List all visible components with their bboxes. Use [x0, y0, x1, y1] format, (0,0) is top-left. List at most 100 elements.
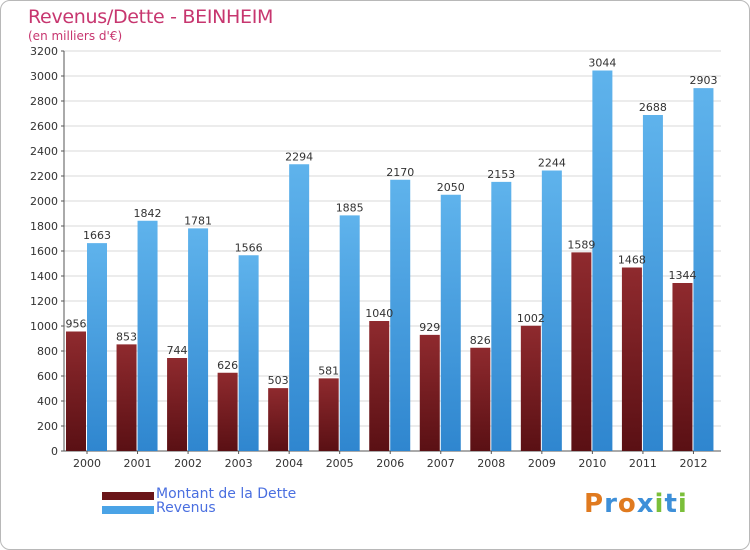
proxiti-logo: Proxiti: [584, 489, 688, 519]
y-tick-label: 200: [37, 420, 58, 433]
legend-swatch-revenus: [102, 506, 154, 514]
y-tick-label: 1200: [30, 295, 58, 308]
logo-letter: r: [604, 489, 618, 519]
data-label-dette: 1589: [567, 238, 595, 251]
x-tick-label: 2005: [326, 457, 354, 470]
data-label-revenus: 2050: [437, 181, 465, 194]
bars: [66, 70, 714, 451]
bar-chart: 0 200 400 600 800 1000 1200 1400 1600 1800 2000 220…: [30, 45, 721, 470]
bar-dette: [116, 344, 137, 451]
data-label-revenus: 2244: [538, 157, 566, 170]
y-tick-label: 2400: [30, 145, 58, 158]
logo-letter: t: [664, 489, 678, 519]
x-tick-label: 2007: [427, 457, 455, 470]
bar-revenus: [440, 194, 461, 451]
bar-dette: [66, 331, 86, 451]
bar-revenus: [339, 215, 360, 451]
data-label-revenus: 2153: [487, 168, 515, 181]
y-tick-label: 1600: [30, 245, 58, 258]
bar-dette: [217, 372, 238, 451]
x-tick-label: 2009: [528, 457, 556, 470]
data-label-dette: 929: [419, 321, 440, 334]
bar-revenus: [87, 243, 107, 451]
data-labels: 1663 956 1842 853 1781 744 1566 626 2294 503 1885 5…: [66, 57, 718, 388]
x-tick-label: 2008: [477, 457, 505, 470]
legend-label-dette: Montant de la Dette: [156, 486, 297, 502]
data-label-revenus: 2170: [386, 166, 414, 179]
y-tick-label: 800: [37, 345, 58, 358]
bar-dette: [470, 347, 491, 451]
y-tick-label: 3000: [30, 70, 58, 83]
data-label-revenus: 3044: [588, 57, 616, 70]
y-tick-label: 1400: [30, 270, 58, 283]
logo-letter: x: [636, 489, 655, 519]
x-tick-label: 2004: [275, 457, 303, 470]
bar-revenus: [238, 255, 259, 451]
logo-letter: i: [677, 489, 688, 519]
data-label-dette: 1468: [618, 254, 646, 267]
data-label-dette: 1040: [365, 307, 393, 320]
bar-dette: [167, 358, 188, 451]
data-label-dette: 1002: [517, 312, 545, 325]
bar-dette: [419, 334, 440, 451]
data-label-dette: 626: [217, 359, 238, 372]
x-tick-label: 2012: [679, 457, 707, 470]
data-label-dette: 581: [318, 364, 339, 377]
y-tick-label: 1800: [30, 220, 58, 233]
data-label-dette: 503: [268, 374, 289, 387]
logo-letter: P: [584, 489, 605, 519]
y-tick-label: 1000: [30, 320, 58, 333]
bar-dette: [318, 378, 339, 451]
x-tick-label: 2006: [376, 457, 404, 470]
legend-label-revenus: Revenus: [156, 500, 216, 516]
bar-revenus: [491, 181, 512, 451]
y-tick-label: 2000: [30, 195, 58, 208]
bar-dette: [672, 283, 693, 451]
bar-dette: [369, 321, 390, 451]
bar-revenus: [592, 70, 613, 451]
logo-letter: o: [617, 489, 637, 519]
data-label-dette: 1344: [668, 269, 696, 282]
y-tick-label: 0: [51, 445, 58, 458]
bar-revenus: [137, 220, 158, 451]
bar-revenus: [693, 88, 714, 451]
data-label-revenus: 1781: [184, 214, 212, 227]
data-label-revenus: 2688: [639, 101, 667, 114]
data-label-revenus: 1842: [134, 207, 162, 220]
data-label-dette: 956: [66, 318, 87, 331]
x-tick-label: 2002: [174, 457, 202, 470]
bar-dette: [268, 388, 289, 451]
data-label-dette: 853: [116, 330, 137, 343]
data-label-dette: 744: [167, 344, 188, 357]
bar-revenus: [289, 164, 310, 451]
chart-subtitle: (en milliers d'€): [28, 29, 123, 43]
y-tick-label: 600: [37, 370, 58, 383]
data-label-revenus: 1566: [235, 241, 263, 254]
data-label-revenus: 1885: [336, 201, 364, 214]
bar-revenus: [188, 228, 209, 451]
bar-dette: [621, 267, 642, 451]
data-label-revenus: 2903: [689, 74, 717, 87]
bar-revenus: [390, 179, 411, 451]
bar-dette: [520, 325, 541, 451]
legend-swatch-dette: [102, 492, 154, 500]
y-tick-label: 3200: [30, 45, 58, 58]
x-tick-label: 2000: [73, 457, 101, 470]
x-tick-label: 2010: [578, 457, 606, 470]
x-tick-label: 2011: [629, 457, 657, 470]
bar-dette: [571, 252, 592, 451]
y-tick-label: 400: [37, 395, 58, 408]
x-tick-label: 2003: [225, 457, 253, 470]
data-label-dette: 826: [470, 334, 491, 347]
chart-title: Revenus/Dette - BEINHEIM: [28, 6, 274, 28]
y-tick-label: 2800: [30, 95, 58, 108]
bar-revenus: [642, 115, 663, 451]
axes: 0 200 400 600 800 1000 1200 1400 1600 1800 2000 220…: [30, 45, 721, 470]
x-tick-label: 2001: [124, 457, 152, 470]
bar-revenus: [541, 170, 562, 451]
logo-letter: i: [654, 489, 665, 519]
y-tick-label: 2200: [30, 170, 58, 183]
data-label-revenus: 2294: [285, 150, 313, 163]
y-tick-label: 2600: [30, 120, 58, 133]
